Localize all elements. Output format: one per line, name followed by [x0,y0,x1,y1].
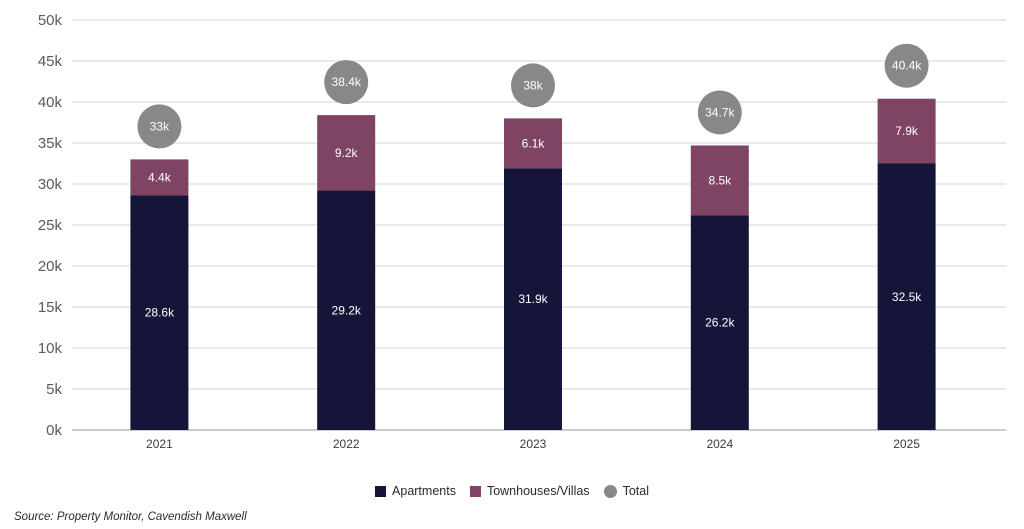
bar-apartments-2024[interactable] [690,215,749,430]
y-tick-label: 35k [38,135,63,152]
total-marker-2025[interactable] [884,43,929,88]
bar-value-label: 8.5k [708,173,732,187]
bar-value-label: 29.2k [332,303,362,317]
bars: 28.6k 4.4k 29.2k 9.2k 31.9k 6.1k 26.2k 8.5k 32.5… [130,98,936,431]
x-tick-label: 2023 [520,437,547,451]
bar-value-label: 7.9k [895,124,919,138]
y-tick-label: 5k [46,381,62,398]
y-tick-label: 25k [38,217,63,234]
bar-value-label: 32.5k [892,290,922,304]
total-value-label: 40.4k [892,59,922,73]
bar-apartments-2022[interactable] [317,190,376,430]
x-tick-label: 2025 [893,437,920,451]
bar-value-label: 6.1k [522,136,546,150]
legend-label-townhouses: Townhouses/Villas [486,484,590,498]
x-tick-label: 2022 [333,437,360,451]
total-marker-2024[interactable] [697,90,742,135]
y-tick-label: 40k [38,94,63,111]
total-value-label: 38k [523,78,543,92]
total-marker-2021[interactable] [137,104,182,149]
bar-townhouses-2022[interactable] [317,115,376,191]
y-tick-label: 30k [38,176,63,193]
bar-apartments-2023[interactable] [504,168,562,431]
y-tick-label: 20k [38,258,63,275]
y-tick-label: 15k [38,299,63,316]
legend-item-apartments[interactable]: Apartments [375,484,456,498]
y-tick-label: 45k [38,53,63,70]
y-tick-label: 10k [38,340,63,357]
total-markers: 33k 38.4k 38k 34.7k 40.4k [137,43,929,149]
bar-value-label: 31.9k [518,292,548,306]
total-value-label: 34.7k [705,105,735,119]
bar-value-label: 28.6k [145,306,175,320]
y-axis-ticks: 0k 5k 10k 15k 20k 25k 30k 35k 40k 45k 50k [38,12,63,439]
y-tick-label: 0k [46,422,62,439]
x-tick-label: 2021 [146,437,173,451]
bar-value-label: 4.4k [148,170,172,184]
legend-label-apartments: Apartments [392,484,456,498]
x-tick-label: 2024 [706,437,733,451]
chart-legend: Apartments Townhouses/Villas Total [0,484,1024,498]
bar-townhouses-2024[interactable] [690,145,749,216]
bar-townhouses-2023[interactable] [504,118,562,169]
x-axis-ticks: 2021 2022 2023 2024 2025 [146,437,920,451]
legend-item-total[interactable]: Total [603,484,649,498]
total-marker-2023[interactable] [511,63,555,108]
total-value-label: 38.4k [332,75,362,89]
bar-townhouses-2025[interactable] [877,98,936,164]
y-tick-label: 50k [38,12,63,29]
bar-value-label: 9.2k [335,146,359,160]
bar-apartments-2021[interactable] [130,195,189,430]
legend-label-total: Total [622,484,649,498]
total-marker-2022[interactable] [324,60,369,105]
bar-apartments-2025[interactable] [877,163,936,431]
legend-item-townhouses[interactable]: Townhouses/Villas [469,484,590,498]
bar-townhouses-2021[interactable] [130,159,189,196]
total-value-label: 33k [150,119,170,133]
legend-swatch-townhouses [469,485,481,497]
legend-swatch-total [603,484,617,498]
source-note: Source: Property Monitor, Cavendish Maxw… [14,511,247,523]
bar-value-label: 26.2k [705,316,735,330]
legend-swatch-apartments [375,485,387,497]
